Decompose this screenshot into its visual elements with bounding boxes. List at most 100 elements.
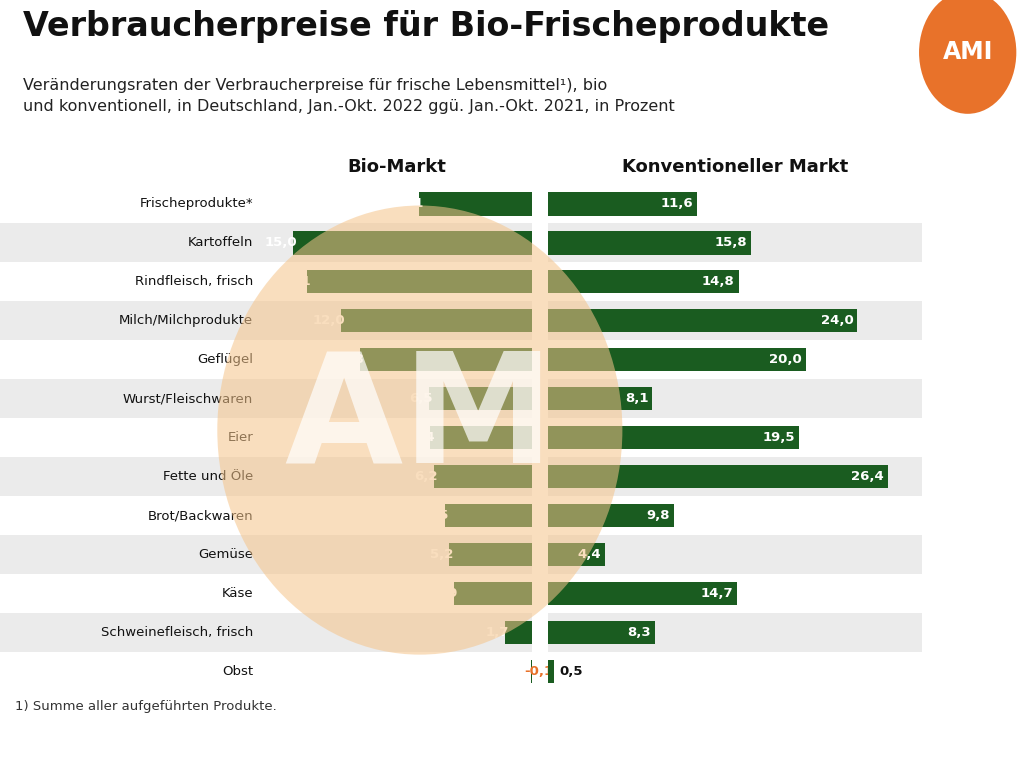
Text: 14,8: 14,8	[702, 275, 735, 288]
Bar	[261, 379, 532, 419]
Bar	[548, 419, 922, 457]
Bar	[261, 652, 532, 691]
Bar	[261, 574, 532, 613]
Text: © AMI 2022/VB-113 | AMI-informiert.de: © AMI 2022/VB-113 | AMI-informiert.de	[15, 739, 278, 751]
Bar	[0, 419, 261, 457]
Bar	[548, 309, 857, 333]
Text: Käse: Käse	[221, 588, 253, 601]
Bar	[548, 660, 554, 684]
Bar	[307, 270, 532, 293]
Text: AMI: AMI	[942, 41, 993, 65]
Text: AM: AM	[285, 345, 555, 494]
Bar	[419, 192, 532, 216]
Text: 8,1: 8,1	[625, 392, 648, 406]
Bar	[430, 426, 532, 449]
Bar	[0, 340, 261, 379]
Bar	[455, 582, 532, 605]
Bar	[261, 301, 532, 340]
Text: 6,5: 6,5	[410, 392, 433, 406]
Text: 5,2: 5,2	[430, 548, 454, 561]
Text: 11,6: 11,6	[660, 197, 693, 210]
Text: 1) Summe aller aufgeführten Produkte.: 1) Summe aller aufgeführten Produkte.	[15, 700, 278, 713]
Bar	[548, 504, 674, 528]
Circle shape	[217, 206, 623, 654]
Text: 4,9: 4,9	[435, 588, 459, 601]
Bar	[548, 340, 922, 379]
Bar	[548, 621, 654, 644]
Text: 7,1: 7,1	[399, 197, 423, 210]
Bar	[548, 582, 737, 605]
Bar	[548, 270, 738, 293]
Text: Geflügel: Geflügel	[198, 353, 253, 366]
Text: Veränderungsraten der Verbraucherpreise für frische Lebensmittel¹), bio
und konv: Veränderungsraten der Verbraucherpreise …	[23, 78, 674, 114]
Bar	[341, 309, 532, 333]
Text: 5,5: 5,5	[425, 509, 449, 522]
Text: 15,8: 15,8	[715, 237, 748, 250]
Bar	[0, 263, 261, 301]
Bar	[444, 504, 532, 528]
Text: Rindfleisch, frisch: Rindfleisch, frisch	[135, 275, 253, 288]
Bar	[548, 426, 799, 449]
Bar	[548, 543, 604, 567]
Bar	[548, 192, 697, 216]
Text: 19,5: 19,5	[763, 432, 796, 444]
Text: Kartoffeln: Kartoffeln	[188, 237, 253, 250]
Bar	[548, 184, 922, 223]
Text: 1,7: 1,7	[486, 626, 509, 639]
Text: Milch/Milchprodukte: Milch/Milchprodukte	[119, 314, 253, 327]
Text: 14,1: 14,1	[279, 275, 311, 288]
Bar	[0, 223, 261, 263]
Bar	[450, 543, 532, 567]
Bar	[548, 379, 922, 419]
Text: 24,0: 24,0	[820, 314, 853, 327]
Bar	[261, 496, 532, 535]
Bar	[261, 613, 532, 652]
Bar	[548, 496, 922, 535]
Text: 0,5: 0,5	[559, 665, 583, 678]
Bar	[0, 301, 261, 340]
Text: 14,7: 14,7	[700, 588, 733, 601]
Bar	[548, 465, 888, 488]
Bar	[0, 613, 261, 652]
Text: 6,4: 6,4	[411, 432, 434, 444]
Bar	[429, 387, 532, 410]
Text: Wurst/Fleischwaren: Wurst/Fleischwaren	[123, 392, 253, 406]
Bar	[548, 223, 922, 263]
Bar	[548, 387, 652, 410]
Text: 8,3: 8,3	[628, 626, 651, 639]
Text: 9,8: 9,8	[647, 509, 671, 522]
Bar	[360, 348, 532, 372]
Text: 20,0: 20,0	[769, 353, 802, 366]
Text: Verbraucherpreise für Bio-Frischeprodukte: Verbraucherpreise für Bio-Frischeprodukt…	[23, 11, 828, 44]
Bar	[506, 621, 532, 644]
Bar	[548, 652, 922, 691]
Bar	[548, 535, 922, 574]
Text: Brot/Backwaren: Brot/Backwaren	[147, 509, 253, 522]
Bar	[548, 457, 922, 496]
Bar	[548, 574, 922, 613]
Text: Quelle: AMI-Verbraucherpreisspiegel: Quelle: AMI-Verbraucherpreisspiegel	[766, 739, 1009, 751]
Text: 10,8: 10,8	[332, 353, 365, 366]
Text: 26,4: 26,4	[852, 470, 884, 483]
Text: 6,2: 6,2	[414, 470, 437, 483]
Bar	[261, 223, 532, 263]
Text: Obst: Obst	[222, 665, 253, 678]
Text: Konventioneller Markt: Konventioneller Markt	[622, 158, 848, 176]
Bar	[0, 496, 261, 535]
Ellipse shape	[920, 0, 1016, 114]
Bar	[0, 652, 261, 691]
Text: Fette und Öle: Fette und Öle	[163, 470, 253, 483]
Bar	[293, 231, 532, 254]
Text: Frischeprodukte*: Frischeprodukte*	[139, 197, 253, 210]
Text: 12,0: 12,0	[312, 314, 345, 327]
Bar	[433, 465, 532, 488]
Text: Eier: Eier	[227, 432, 253, 444]
Text: Bio-Markt: Bio-Markt	[347, 158, 446, 176]
Text: Schweinefleisch, frisch: Schweinefleisch, frisch	[101, 626, 253, 639]
Bar	[261, 457, 532, 496]
Text: -0,1: -0,1	[524, 665, 554, 678]
Text: 15,0: 15,0	[264, 237, 297, 250]
Text: Gemüse: Gemüse	[199, 548, 253, 561]
Bar	[0, 379, 261, 419]
Text: 4,4: 4,4	[578, 548, 601, 561]
